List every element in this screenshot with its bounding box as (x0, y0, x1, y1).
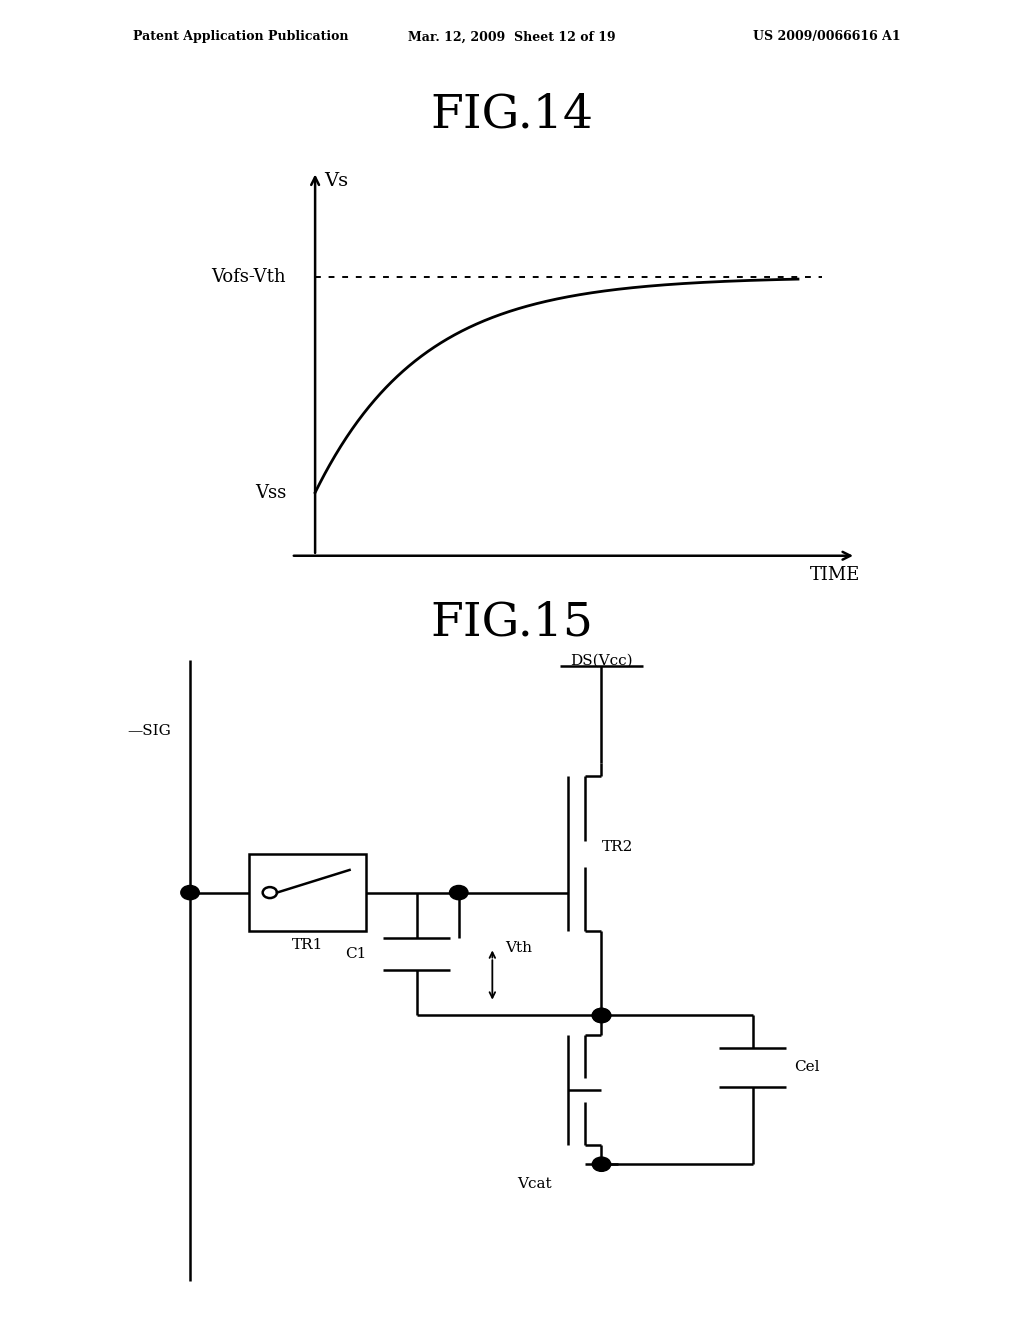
Text: FIG.15: FIG.15 (430, 601, 594, 645)
Text: Vofs-Vth: Vofs-Vth (212, 268, 286, 286)
Text: —SIG: —SIG (127, 723, 171, 738)
Text: DS(Vcc): DS(Vcc) (570, 653, 633, 668)
Text: US 2009/0066616 A1: US 2009/0066616 A1 (754, 30, 901, 44)
Text: FIG.14: FIG.14 (430, 92, 594, 137)
Text: Patent Application Publication: Patent Application Publication (133, 30, 348, 44)
Text: TR1: TR1 (292, 937, 324, 952)
Circle shape (592, 1158, 610, 1171)
Circle shape (592, 1008, 610, 1023)
Text: Vcat: Vcat (517, 1177, 552, 1191)
Text: TIME: TIME (810, 566, 861, 585)
Text: Vss: Vss (255, 483, 286, 502)
Bar (249, 854, 367, 932)
Text: C1: C1 (345, 946, 367, 961)
Text: Mar. 12, 2009  Sheet 12 of 19: Mar. 12, 2009 Sheet 12 of 19 (409, 30, 615, 44)
Circle shape (450, 886, 468, 900)
Circle shape (181, 886, 200, 900)
Text: TR2: TR2 (601, 841, 633, 854)
Text: Vs: Vs (324, 172, 348, 190)
Text: Vth: Vth (505, 941, 531, 954)
Text: Cel: Cel (795, 1060, 820, 1074)
Circle shape (592, 1008, 610, 1023)
